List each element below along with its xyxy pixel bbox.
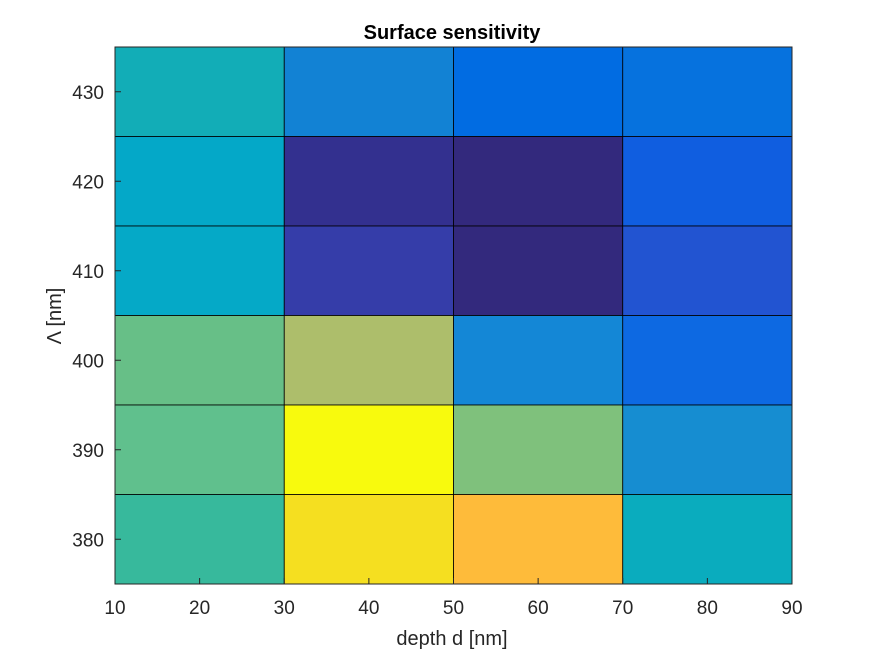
y-axis-label: Λ [nm]: [44, 288, 66, 345]
heatmap-cell-400-50-70: [453, 315, 624, 406]
heatmap-cells: [114, 46, 793, 585]
heatmap-cell-430-50-70: [453, 46, 624, 137]
heatmap-cell-380-50-70: [453, 494, 624, 585]
heatmap-cell-430-70-90: [622, 46, 793, 137]
x-axis-label: depth d [nm]: [396, 628, 507, 650]
x-tick-label-20: 20: [189, 598, 210, 619]
y-tick-label-400: 400: [72, 351, 104, 372]
heatmap-cell-420-50-70: [453, 136, 624, 227]
x-tick-label-30: 30: [274, 598, 295, 619]
x-tick-label-70: 70: [612, 598, 633, 619]
heatmap-cell-420-70-90: [622, 136, 793, 227]
x-tick-label-10: 10: [104, 598, 125, 619]
x-tick-label-40: 40: [358, 598, 379, 619]
heatmap-cell-410-70-90: [622, 225, 793, 316]
heatmap-cell-390-50-70: [453, 404, 624, 495]
heatmap-cell-390-10-30: [114, 404, 285, 495]
x-tick-label-50: 50: [443, 598, 464, 619]
heatmap-cell-400-10-30: [114, 315, 285, 406]
x-axis-ticks: 10 20 30 40 50 60 70 80 90: [104, 578, 803, 619]
y-tick-label-410: 410: [72, 262, 104, 283]
x-tick-label-60: 60: [528, 598, 549, 619]
heatmap-cell-410-10-30: [114, 225, 285, 316]
heatmap-cell-410-50-70: [453, 225, 624, 316]
heatmap-cell-400-70-90: [622, 315, 793, 406]
x-tick-label-90: 90: [781, 598, 802, 619]
heatmap-cell-390-70-90: [622, 404, 793, 495]
heatmap-cell-380-30-50: [283, 494, 454, 585]
chart-title: Surface sensitivity: [364, 22, 542, 44]
heatmap-cell-430-30-50: [283, 46, 454, 137]
heatmap-cell-390-30-50: [283, 404, 454, 495]
heatmap-cell-420-10-30: [114, 136, 285, 227]
y-tick-label-390: 390: [72, 441, 104, 462]
x-tick-label-80: 80: [697, 598, 718, 619]
heatmap-cell-380-70-90: [622, 494, 793, 585]
y-axis-ticks: 380 390 400 410 420 430: [72, 83, 121, 551]
heatmap-cell-400-30-50: [283, 315, 454, 406]
y-tick-label-430: 430: [72, 83, 104, 104]
heatmap-cell-410-30-50: [283, 225, 454, 316]
y-tick-label-420: 420: [72, 172, 104, 193]
heatmap-cell-430-10-30: [114, 46, 285, 137]
heatmap-cell-380-10-30: [114, 494, 285, 585]
y-tick-label-380: 380: [72, 530, 104, 551]
heatmap-cell-420-30-50: [283, 136, 454, 227]
